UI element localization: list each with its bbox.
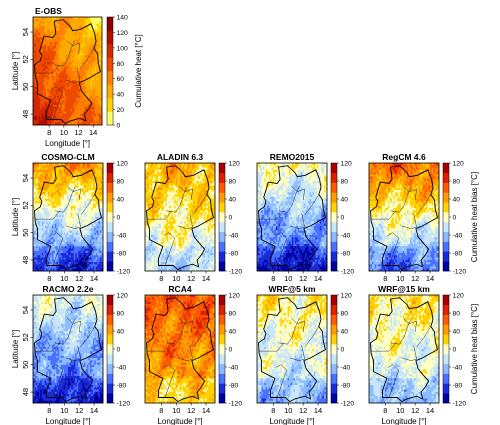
eobs-title: E-OBS	[35, 6, 62, 16]
colorbar-swatch	[107, 202, 113, 212]
colorbar-label: Cumulative heat [°C]	[134, 34, 143, 107]
colorbar-swatch	[107, 31, 113, 45]
colorbar-tick-label: -40	[117, 233, 127, 240]
colorbar-swatch	[107, 261, 113, 271]
colorbar-swatch	[107, 232, 113, 242]
colorbar-swatch	[107, 173, 113, 183]
colorbar-tick-label: 140	[117, 15, 129, 22]
y-tick-label: 52	[21, 55, 30, 63]
colorbar-tick-label: 20	[117, 107, 125, 114]
x-tick-label: 10	[60, 128, 68, 137]
colorbar-swatch	[107, 98, 113, 112]
colorbar-swatch	[107, 242, 113, 252]
colorbar-tick-label: -80	[117, 251, 127, 258]
colorbar-swatch	[107, 163, 113, 173]
colorbar-swatch	[107, 183, 113, 193]
y-axis-label: Latitude [°]	[11, 198, 20, 236]
colorbar-swatch	[107, 44, 113, 58]
y-axis-label: Latitude [°]	[11, 52, 20, 90]
colorbar-tick-label: 80	[117, 61, 125, 68]
colorbar-swatch	[107, 58, 113, 72]
x-tick-label: 14	[90, 274, 98, 283]
colorbar-tick-label: 0	[117, 123, 121, 130]
colorbar-swatch	[107, 192, 113, 202]
y-tick-label: 54	[21, 28, 30, 36]
y-tick-label: 54	[21, 174, 30, 182]
colorbar-swatch	[107, 71, 113, 85]
colorbar-tick-label: 120	[117, 30, 129, 37]
colorbar-tick-label: 80	[117, 179, 125, 186]
x-tick-label: 10	[60, 274, 68, 283]
bias-panel-0-map	[33, 163, 103, 271]
x-tick-label: 12	[75, 274, 83, 283]
bias-panel-1-map	[145, 163, 215, 271]
panel-title: COSMO-CLM	[41, 152, 94, 162]
x-tick-label: 14	[89, 128, 97, 137]
colorbar-tick-label: 40	[117, 92, 125, 99]
x-tick-label: 12	[74, 128, 82, 137]
colorbar-swatch	[107, 222, 113, 232]
colorbar-swatch	[107, 17, 113, 31]
x-tick-label: 8	[47, 274, 51, 283]
y-tick-label: 48	[21, 110, 30, 118]
y-tick-label: 48	[21, 256, 30, 264]
colorbar-tick-label: 60	[117, 76, 125, 83]
colorbar-swatch	[107, 212, 113, 222]
colorbar-swatch	[107, 251, 113, 261]
colorbar-swatch	[107, 85, 113, 99]
colorbar-tick-label: -120	[117, 269, 131, 276]
eobs-map	[33, 17, 102, 125]
colorbar-tick-label: 40	[117, 197, 125, 204]
y-tick-label: 50	[21, 229, 30, 237]
y-tick-label: 52	[21, 201, 30, 209]
colorbar-tick-label: 120	[117, 161, 129, 168]
colorbar-tick-label: 0	[117, 215, 121, 222]
y-tick-label: 50	[21, 83, 30, 91]
colorbar-swatch	[107, 112, 113, 126]
x-axis-label: Longitude [°]	[45, 139, 90, 148]
x-tick-label: 8	[47, 128, 51, 137]
colorbar-tick-label: 100	[117, 45, 129, 52]
